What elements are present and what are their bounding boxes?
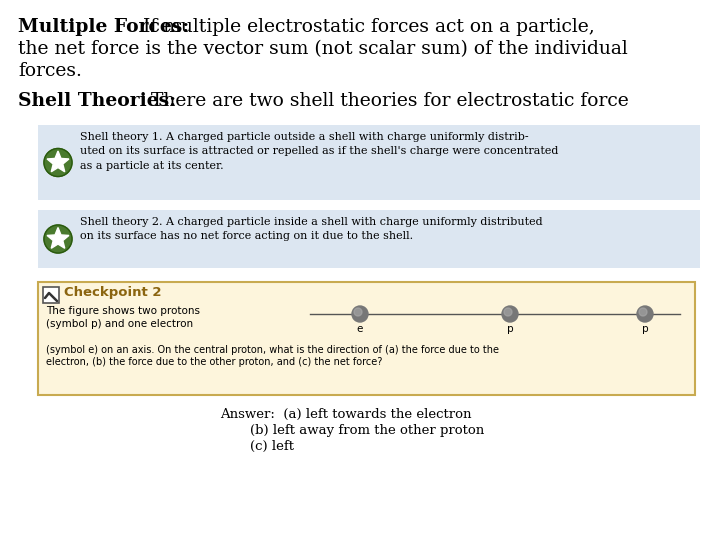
Polygon shape bbox=[47, 227, 69, 248]
Circle shape bbox=[639, 308, 647, 316]
Text: (symbol p) and one electron: (symbol p) and one electron bbox=[46, 319, 193, 329]
Circle shape bbox=[637, 306, 653, 322]
Circle shape bbox=[44, 148, 72, 177]
Text: Shell Theories:: Shell Theories: bbox=[18, 92, 176, 110]
Text: p: p bbox=[642, 324, 648, 334]
Text: Answer:  (a) left towards the electron: Answer: (a) left towards the electron bbox=[220, 408, 472, 421]
Circle shape bbox=[44, 225, 72, 253]
Text: the net force is the vector sum (not scalar sum) of the individual: the net force is the vector sum (not sca… bbox=[18, 40, 628, 58]
Text: Shell theory 2. A charged particle inside a shell with charge uniformly distribu: Shell theory 2. A charged particle insid… bbox=[80, 217, 543, 241]
Text: If multiple electrostatic forces act on a particle,: If multiple electrostatic forces act on … bbox=[137, 18, 595, 36]
Text: (b) left away from the other proton: (b) left away from the other proton bbox=[250, 424, 485, 437]
Text: Multiple Forces:: Multiple Forces: bbox=[18, 18, 189, 36]
Circle shape bbox=[352, 306, 368, 322]
Text: electron, (b) the force due to the other proton, and (c) the net force?: electron, (b) the force due to the other… bbox=[46, 357, 382, 367]
FancyBboxPatch shape bbox=[38, 125, 700, 200]
FancyBboxPatch shape bbox=[43, 287, 59, 303]
Text: Checkpoint 2: Checkpoint 2 bbox=[64, 286, 161, 299]
Text: e: e bbox=[357, 324, 363, 334]
FancyBboxPatch shape bbox=[38, 282, 695, 395]
Text: The figure shows two protons: The figure shows two protons bbox=[46, 306, 200, 316]
Text: forces.: forces. bbox=[18, 62, 82, 80]
Circle shape bbox=[502, 306, 518, 322]
FancyBboxPatch shape bbox=[38, 210, 700, 268]
Text: Shell theory 1. A charged particle outside a shell with charge uniformly distrib: Shell theory 1. A charged particle outsi… bbox=[80, 132, 559, 171]
Circle shape bbox=[354, 308, 362, 316]
Text: There are two shell theories for electrostatic force: There are two shell theories for electro… bbox=[145, 92, 629, 110]
Polygon shape bbox=[47, 151, 69, 172]
Text: p: p bbox=[507, 324, 513, 334]
Circle shape bbox=[504, 308, 512, 316]
Text: (c) left: (c) left bbox=[250, 440, 294, 453]
Text: (symbol e) on an axis. On the central proton, what is the direction of (a) the f: (symbol e) on an axis. On the central pr… bbox=[46, 345, 499, 355]
